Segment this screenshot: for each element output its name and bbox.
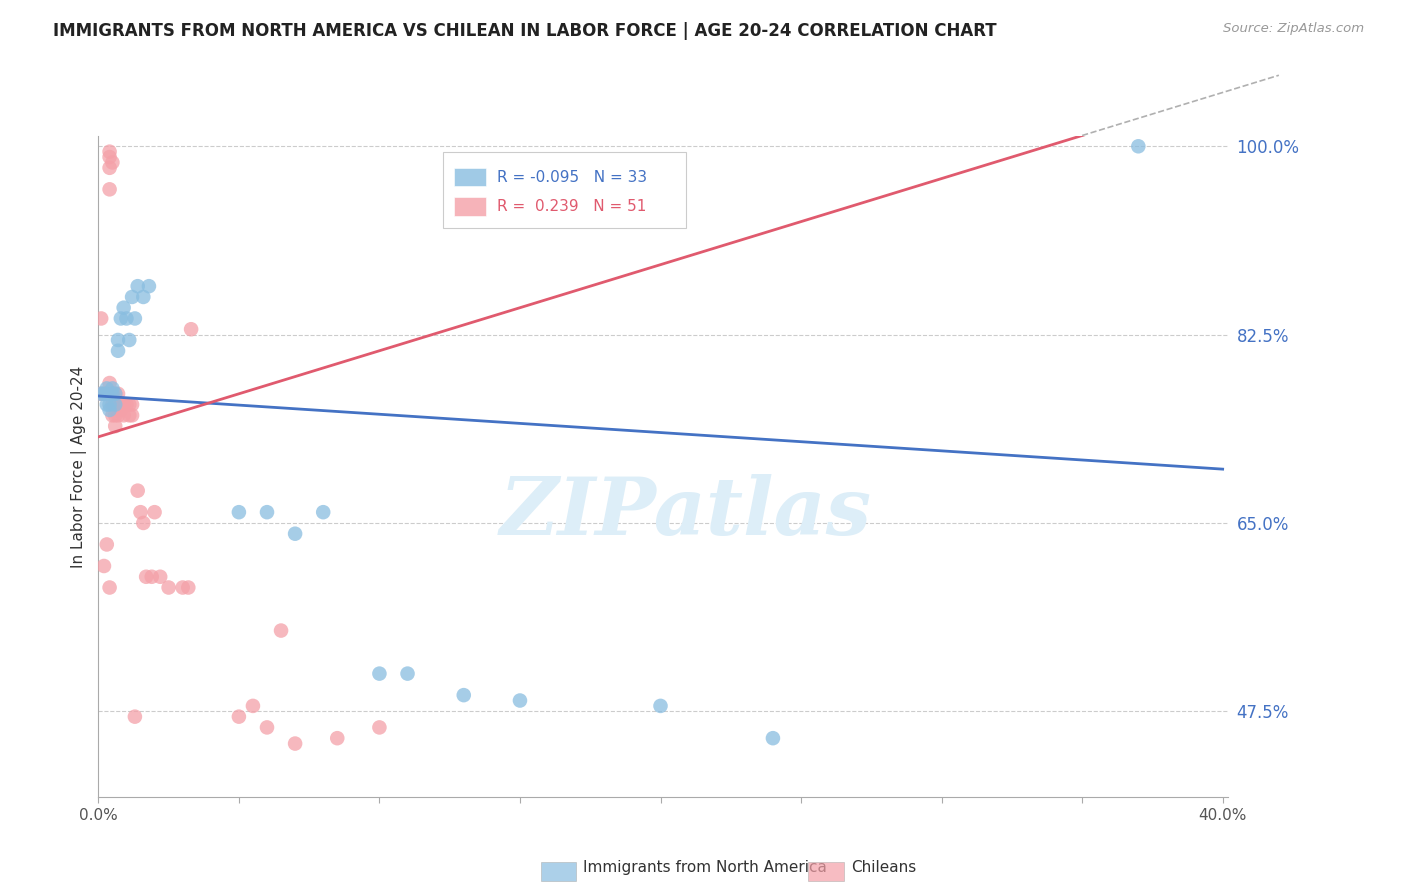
Point	[112, 398, 135, 412]
Text: Source: ZipAtlas.com: Source: ZipAtlas.com	[1223, 22, 1364, 36]
Point	[115, 311, 138, 326]
Point	[107, 409, 129, 423]
Text: R =  0.239   N = 51: R = 0.239 N = 51	[498, 199, 647, 214]
Point	[107, 386, 129, 401]
Point	[368, 720, 391, 734]
Point	[90, 386, 112, 401]
Point	[107, 343, 129, 358]
Point	[98, 376, 121, 390]
Point	[98, 150, 121, 164]
Point	[98, 398, 121, 412]
Point	[312, 505, 335, 519]
Point	[104, 386, 127, 401]
Point	[96, 398, 118, 412]
Point	[762, 731, 785, 746]
Point	[256, 720, 278, 734]
Point	[96, 381, 118, 395]
Point	[104, 398, 127, 412]
Point	[509, 693, 531, 707]
Point	[1128, 139, 1150, 153]
Point	[96, 386, 118, 401]
Point	[101, 386, 124, 401]
FancyBboxPatch shape	[454, 197, 486, 216]
Point	[121, 398, 143, 412]
Point	[118, 409, 141, 423]
Point	[104, 419, 127, 434]
Point	[104, 398, 127, 412]
Point	[101, 409, 124, 423]
Point	[110, 311, 132, 326]
Point	[93, 386, 115, 401]
Point	[121, 290, 143, 304]
Point	[256, 505, 278, 519]
Point	[326, 731, 349, 746]
Point	[107, 333, 129, 347]
Point	[101, 155, 124, 169]
Point	[98, 182, 121, 196]
FancyBboxPatch shape	[443, 152, 686, 228]
FancyBboxPatch shape	[454, 168, 486, 186]
Point	[118, 333, 141, 347]
Text: R = -0.095   N = 33: R = -0.095 N = 33	[498, 169, 647, 185]
Point	[104, 409, 127, 423]
Point	[90, 386, 112, 401]
Point	[132, 290, 155, 304]
Point	[110, 398, 132, 412]
Point	[112, 301, 135, 315]
Point	[242, 698, 264, 713]
Point	[121, 409, 143, 423]
Point	[124, 311, 146, 326]
Point	[284, 737, 307, 751]
Point	[127, 279, 149, 293]
Point	[98, 145, 121, 159]
Point	[101, 381, 124, 395]
Point	[98, 581, 121, 595]
Point	[650, 698, 672, 713]
Text: Immigrants from North America: Immigrants from North America	[583, 860, 827, 874]
Y-axis label: In Labor Force | Age 20-24: In Labor Force | Age 20-24	[72, 366, 87, 567]
Point	[143, 505, 166, 519]
Point	[138, 279, 160, 293]
Point	[135, 570, 157, 584]
Point	[157, 581, 180, 595]
Point	[172, 581, 194, 595]
Point	[101, 386, 124, 401]
Point	[124, 709, 146, 723]
Point	[368, 666, 391, 681]
Point	[96, 537, 118, 551]
Point	[118, 398, 141, 412]
Text: IMMIGRANTS FROM NORTH AMERICA VS CHILEAN IN LABOR FORCE | AGE 20-24 CORRELATION : IMMIGRANTS FROM NORTH AMERICA VS CHILEAN…	[53, 22, 997, 40]
Point	[228, 505, 250, 519]
Text: Chileans: Chileans	[851, 860, 915, 874]
Point	[132, 516, 155, 530]
Point	[110, 403, 132, 417]
Point	[107, 398, 129, 412]
Point	[129, 505, 152, 519]
Point	[284, 526, 307, 541]
Point	[396, 666, 419, 681]
Point	[93, 386, 115, 401]
Point	[141, 570, 163, 584]
Point	[112, 409, 135, 423]
Point	[101, 398, 124, 412]
Point	[149, 570, 172, 584]
Point	[180, 322, 202, 336]
Point	[98, 161, 121, 175]
Point	[115, 398, 138, 412]
Point	[90, 311, 112, 326]
Point	[127, 483, 149, 498]
Point	[228, 709, 250, 723]
Point	[177, 581, 200, 595]
Point	[93, 559, 115, 574]
Text: ZIPatlas: ZIPatlas	[501, 474, 872, 551]
Point	[104, 386, 127, 401]
Point	[453, 688, 475, 702]
Point	[96, 386, 118, 401]
Point	[270, 624, 292, 638]
Point	[98, 403, 121, 417]
